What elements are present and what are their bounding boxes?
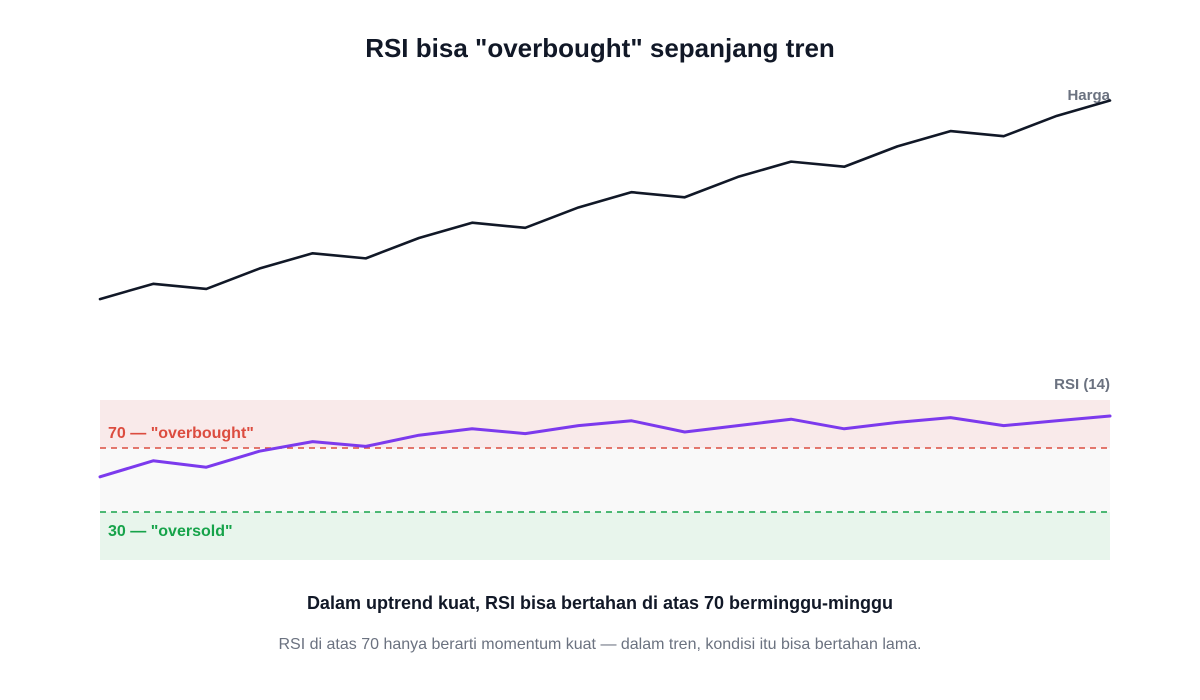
- rsi-series-label: RSI (14): [1054, 376, 1110, 393]
- price-line: [98, 99, 1112, 301]
- rsi-line: [98, 414, 1112, 479]
- chart-title: RSI bisa "overbought" sepanjang tren: [365, 33, 835, 63]
- neutral-zone: [100, 448, 1110, 512]
- price-series-label: Harga: [1067, 87, 1110, 104]
- oversold-label: 30 — "oversold": [108, 523, 233, 540]
- oversold-zone: [100, 512, 1110, 560]
- caption: Dalam uptrend kuat, RSI bisa bertahan di…: [307, 593, 893, 613]
- subcaption: RSI di atas 70 hanya berarti momentum ku…: [279, 636, 922, 653]
- overbought-label: 70 — "overbought": [108, 425, 254, 442]
